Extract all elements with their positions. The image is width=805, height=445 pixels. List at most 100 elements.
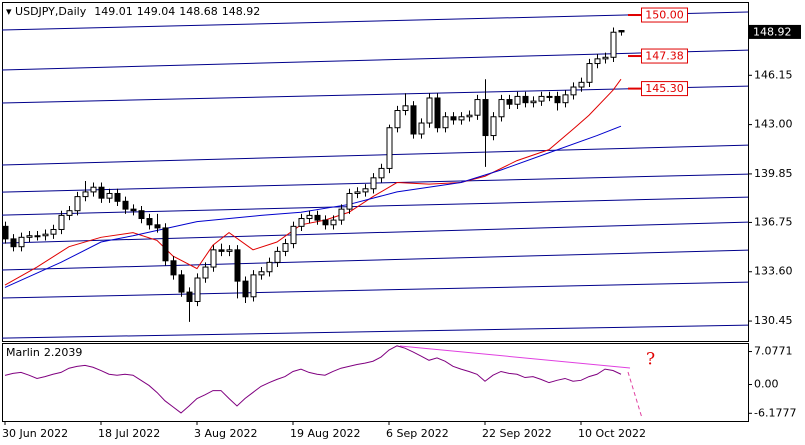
x-tick-label: 18 Jul 2022 <box>98 427 160 440</box>
candle-body <box>378 167 385 179</box>
candle-body <box>18 236 25 248</box>
chart-title: USDJPY,Daily <box>15 5 87 18</box>
y-tick-label: 139.85 <box>754 167 793 180</box>
oscillator-header: Marlin 2.2039 <box>6 346 82 359</box>
candle-body <box>194 277 201 302</box>
candle-body <box>330 219 337 226</box>
candle-body <box>130 208 137 212</box>
candle-body <box>554 95 561 104</box>
candle-body <box>58 214 65 230</box>
candle-body <box>506 99 513 105</box>
y-tick-label: 146.15 <box>754 68 793 81</box>
header-high: 149.04 <box>137 5 176 18</box>
candle-body <box>322 219 329 226</box>
candle-body <box>530 100 537 104</box>
oscillator-panel-frame <box>2 343 749 422</box>
annotation: ? <box>646 350 655 370</box>
header-close: 148.92 <box>222 5 261 18</box>
candle-body <box>370 177 377 190</box>
candle-body <box>218 249 225 252</box>
candle-body <box>402 105 409 112</box>
trend-line <box>1 281 749 299</box>
candle-body <box>354 191 361 194</box>
x-tick-label: 6 Sep 2022 <box>386 427 449 440</box>
level-box <box>641 7 688 23</box>
y-tick-label: 136.75 <box>754 215 793 228</box>
candle-body <box>154 224 161 229</box>
trend-line <box>1 49 749 71</box>
candle-body <box>226 249 233 252</box>
x-tick-label: 3 Aug 2022 <box>194 427 257 440</box>
candle-body <box>178 274 185 293</box>
candle-body <box>242 280 249 298</box>
candle-body <box>82 191 89 198</box>
candle-body <box>514 95 521 105</box>
candle-body <box>274 250 281 263</box>
candle-body <box>586 63 593 83</box>
candle-body <box>106 192 113 199</box>
candle-body <box>562 94 569 104</box>
candle-body <box>138 210 145 220</box>
candle-body <box>306 214 313 220</box>
trend-line <box>1 324 749 339</box>
candle-body <box>146 218 153 226</box>
candle-body <box>162 227 169 262</box>
moving-average-line <box>4 125 622 288</box>
candle-body <box>458 116 465 121</box>
oscillator-value: 2.2039 <box>44 346 83 359</box>
chart-header: ▾ USDJPY,Daily 149.01 149.04 148.68 148.92 <box>6 5 260 18</box>
x-tick-label: 19 Aug 2022 <box>290 427 360 440</box>
candle-body <box>522 95 529 104</box>
candle-body <box>618 30 625 33</box>
candle-body <box>98 186 105 199</box>
candle-body <box>482 99 489 137</box>
candle-body <box>498 99 505 118</box>
trend-line <box>1 196 749 216</box>
main-panel-frame <box>2 2 749 342</box>
x-tick-label: 22 Sep 2022 <box>482 427 552 440</box>
trend-line <box>1 11 749 31</box>
candle-body <box>578 81 585 88</box>
level-label: 150.00 <box>645 9 684 22</box>
candle-body <box>594 58 601 65</box>
candle-body <box>426 97 433 124</box>
trend-line <box>1 221 749 244</box>
current-price-label: 148.92 <box>753 25 792 38</box>
candle-body <box>434 97 441 129</box>
y-tick-label: -6.1777 <box>754 406 796 419</box>
candle-body <box>202 266 209 279</box>
candle-body <box>10 238 17 248</box>
candle-body <box>74 196 81 212</box>
moving-average-line <box>4 78 622 286</box>
candle-body <box>258 271 265 276</box>
level-label: 145.30 <box>645 82 684 95</box>
candle-body <box>90 186 97 193</box>
candle-body <box>122 200 129 210</box>
candle-body <box>210 249 217 268</box>
candle-body <box>418 122 425 135</box>
candle-body <box>410 105 417 135</box>
candle-body <box>546 95 553 98</box>
candle-body <box>42 233 49 237</box>
current-price-box <box>749 24 801 39</box>
menu-icon: ▾ <box>6 5 15 18</box>
trend-line <box>1 144 749 166</box>
candle-body <box>442 116 449 129</box>
candle-body <box>2 225 9 240</box>
forecast-line <box>627 371 643 419</box>
candle-body <box>386 127 393 169</box>
x-tick-label: 30 Jun 2022 <box>2 427 68 440</box>
candle-body <box>114 192 121 202</box>
candle-body <box>298 218 305 227</box>
candle-body <box>474 99 481 116</box>
header-low: 148.68 <box>179 5 218 18</box>
candle-body <box>50 228 57 235</box>
candle-body <box>466 114 473 118</box>
y-tick-label: 143.00 <box>754 118 793 131</box>
level-box <box>641 48 688 64</box>
y-tick-label: 0.00 <box>754 378 779 391</box>
level-box <box>641 81 688 97</box>
candle-body <box>450 116 457 121</box>
header-open: 149.01 <box>94 5 133 18</box>
